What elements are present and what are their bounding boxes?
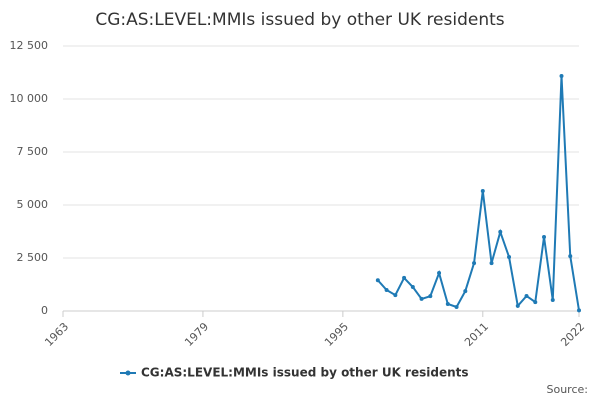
- data-point: [454, 304, 459, 309]
- data-point: [419, 296, 424, 301]
- data-point: [568, 254, 573, 259]
- x-tick-label: 1995: [322, 320, 351, 349]
- y-tick-label: 2 500: [17, 251, 49, 264]
- data-point: [463, 289, 468, 294]
- data-point: [384, 288, 389, 293]
- data-point: [437, 271, 442, 276]
- data-point: [533, 300, 538, 305]
- data-point: [445, 302, 450, 307]
- data-point: [428, 294, 433, 299]
- data-point: [472, 261, 477, 266]
- x-tick-label: 1963: [42, 320, 71, 349]
- x-tick-label: 2011: [462, 320, 491, 349]
- data-point: [489, 261, 494, 266]
- data-point: [507, 254, 512, 259]
- data-point: [559, 73, 564, 78]
- data-point: [410, 285, 415, 290]
- y-tick-label: 10 000: [10, 92, 49, 105]
- legend-label: CG:AS:LEVEL:MMIs issued by other UK resi…: [141, 366, 469, 380]
- y-tick-label: 5 000: [17, 198, 49, 211]
- x-tick-label: 1979: [182, 320, 211, 349]
- y-tick-label: 0: [41, 304, 48, 317]
- source-label: Source:: [547, 383, 589, 396]
- legend-marker: [125, 370, 131, 376]
- data-line: [377, 75, 580, 311]
- data-point: [402, 275, 407, 280]
- chart-title: CG:AS:LEVEL:MMIs issued by other UK resi…: [95, 10, 504, 30]
- data-point: [524, 293, 529, 298]
- y-tick-label: 12 500: [10, 39, 49, 52]
- data-point: [542, 235, 547, 240]
- x-tick-label: 2022: [558, 320, 587, 349]
- data-point: [393, 293, 398, 298]
- data-point: [498, 229, 503, 234]
- y-tick-label: 7 500: [17, 145, 49, 158]
- data-point: [480, 189, 485, 194]
- data-point: [550, 297, 555, 302]
- data-point: [375, 278, 380, 283]
- data-point: [577, 308, 581, 313]
- data-point: [515, 303, 520, 308]
